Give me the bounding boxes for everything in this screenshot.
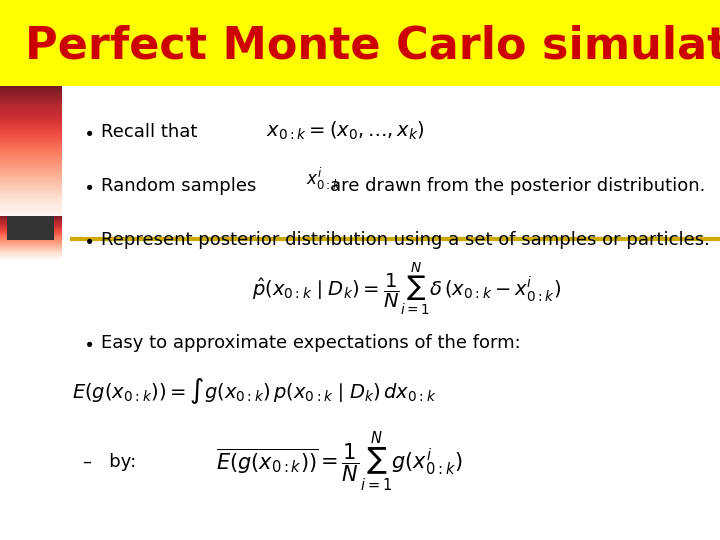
Text: Random samples: Random samples [101, 177, 256, 195]
Text: Perfect Monte Carlo simulation: Perfect Monte Carlo simulation [25, 24, 720, 68]
Text: –   by:: – by: [83, 453, 136, 471]
Text: Represent posterior distribution using a set of samples or particles.: Represent posterior distribution using a… [101, 231, 710, 249]
Text: $\overline{E(g(x_{0:k}))} = \dfrac{1}{N}\sum_{i=1}^{N} g(x^i_{0:k})$: $\overline{E(g(x_{0:k}))} = \dfrac{1}{N}… [216, 430, 462, 493]
Text: $\hat{p}(x_{0:k} \mid D_k) = \dfrac{1}{N}\sum_{i=1}^{N} \delta\,(x_{0:k} - x^i_{: $\hat{p}(x_{0:k} \mid D_k) = \dfrac{1}{N… [252, 260, 561, 318]
Text: $\bullet$: $\bullet$ [83, 123, 93, 141]
Text: $x^i_{0:k}$: $x^i_{0:k}$ [306, 166, 341, 192]
Text: $\bullet$: $\bullet$ [83, 334, 93, 352]
Text: $\bullet$: $\bullet$ [83, 177, 93, 195]
Text: Easy to approximate expectations of the form:: Easy to approximate expectations of the … [101, 334, 521, 352]
Text: are drawn from the posterior distribution.: are drawn from the posterior distributio… [330, 177, 705, 195]
Text: Recall that: Recall that [101, 123, 197, 141]
Text: $x_{0:k} = (x_0, \ldots , x_k)$: $x_{0:k} = (x_0, \ldots , x_k)$ [266, 120, 426, 143]
Text: $\bullet$: $\bullet$ [83, 231, 93, 249]
Text: $E(g(x_{0:k})) = \int g(x_{0:k})\, p(x_{0:k} \mid D_k)\, dx_{0:k}$: $E(g(x_{0:k})) = \int g(x_{0:k})\, p(x_{… [72, 376, 436, 407]
